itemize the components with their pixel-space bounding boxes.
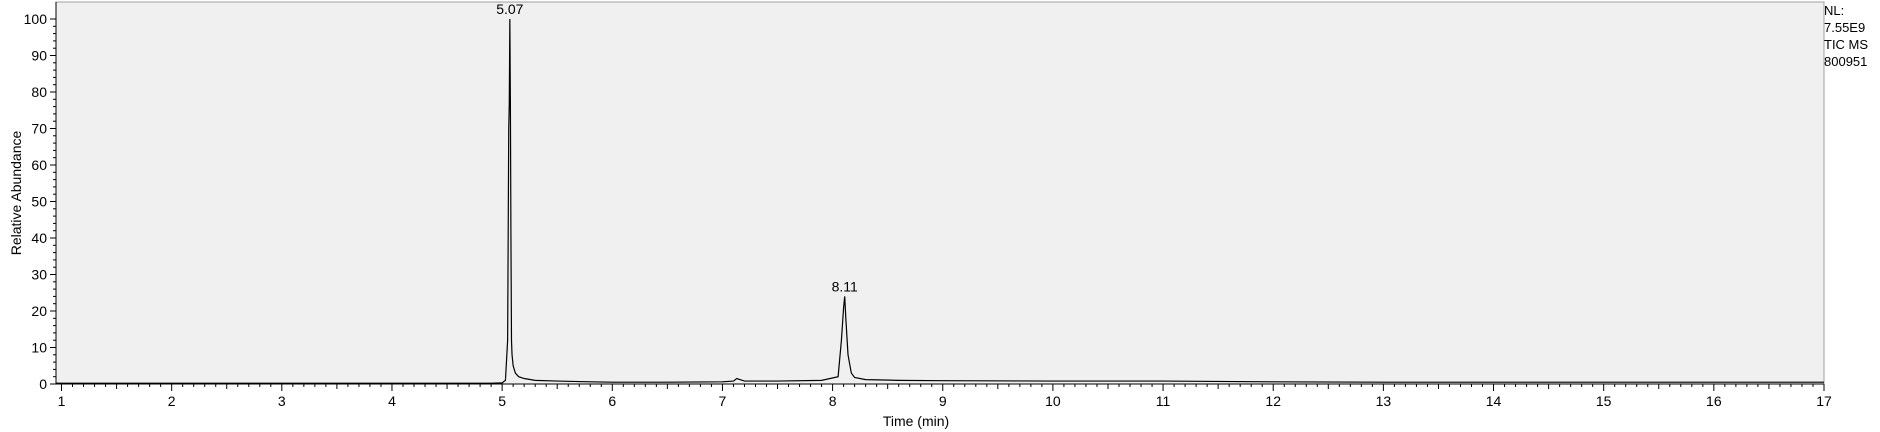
trace-type: TIC MS xyxy=(1824,37,1869,52)
sample-id: 800951 xyxy=(1824,54,1868,69)
y-tick-label: 10 xyxy=(31,340,47,356)
y-tick-label: 0 xyxy=(39,376,47,392)
x-tick-label: 17 xyxy=(1816,393,1832,409)
x-tick-label: 8 xyxy=(829,393,837,409)
plot-area xyxy=(55,1,1825,385)
y-tick-label: 90 xyxy=(31,48,47,64)
trace-info: NL: 7.55E9 TIC MS 800951 xyxy=(1824,2,1868,70)
x-tick-label: 6 xyxy=(608,393,616,409)
x-tick-label: 14 xyxy=(1486,393,1502,409)
nl-value: 7.55E9 xyxy=(1824,20,1866,35)
peak-label: 5.07 xyxy=(496,1,523,17)
x-tick-label: 4 xyxy=(388,393,396,409)
x-axis-ticks: 1 2 3 4 5 6 7 8 9 10 11 12 13 14 15 16 17 xyxy=(58,384,1832,409)
x-tick-label: 11 xyxy=(1156,393,1171,409)
y-axis-label: Relative Abundance xyxy=(8,131,24,256)
x-tick-label: 12 xyxy=(1265,393,1281,409)
y-tick-label: 80 xyxy=(31,84,47,100)
x-tick-label: 2 xyxy=(168,393,176,409)
y-tick-label: 70 xyxy=(31,121,47,137)
x-tick-label: 3 xyxy=(278,393,286,409)
x-tick-label: 16 xyxy=(1706,393,1722,409)
peak-labels: 5.07 8.11 xyxy=(496,1,858,294)
x-tick-label: 15 xyxy=(1596,393,1612,409)
x-tick-label: 9 xyxy=(939,393,947,409)
y-tick-label: 20 xyxy=(31,303,47,319)
x-tick-label: 1 xyxy=(58,393,66,409)
y-axis-ticks: 0 10 20 30 40 50 60 70 80 90 100 xyxy=(24,11,56,392)
peak-label: 8.11 xyxy=(832,278,858,294)
y-tick-label: 30 xyxy=(31,267,47,283)
x-tick-label: 7 xyxy=(719,393,727,409)
nl-label: NL: xyxy=(1824,3,1845,18)
tic-trace-line xyxy=(56,18,1824,384)
x-tick-label: 5 xyxy=(498,393,506,409)
y-tick-label: 40 xyxy=(31,230,47,246)
x-tick-label: 13 xyxy=(1376,393,1392,409)
y-tick-label: 50 xyxy=(31,194,47,210)
x-axis-label: Time (min) xyxy=(883,413,949,429)
y-tick-label: 60 xyxy=(31,157,47,173)
y-tick-label: 100 xyxy=(24,11,48,27)
x-tick-label: 10 xyxy=(1045,393,1061,409)
